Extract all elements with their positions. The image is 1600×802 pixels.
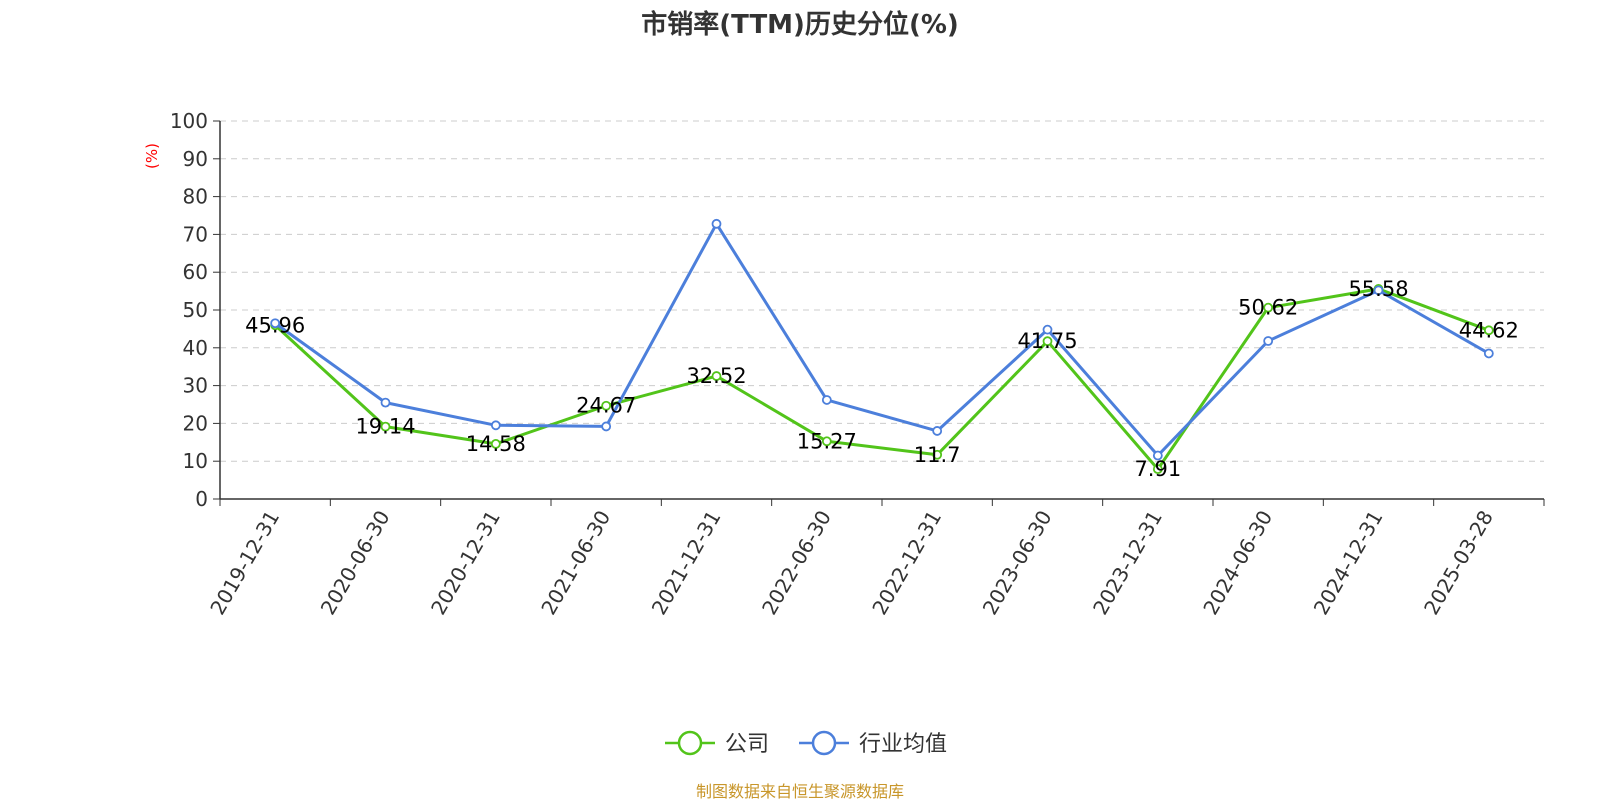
data-point[interactable] — [1483, 325, 1494, 336]
source-note: 制图数据来自恒生聚源数据库 — [695, 782, 904, 801]
data-point[interactable] — [1483, 348, 1494, 359]
data-point[interactable] — [601, 400, 612, 411]
legend-label: 公司 — [725, 732, 769, 757]
data-point[interactable] — [1042, 336, 1053, 347]
series-line-company — [274, 287, 1490, 471]
x-tick-label: 2022-12-31 — [867, 506, 946, 619]
data-label: 45.96 — [245, 313, 305, 337]
data-label: 14.58 — [466, 432, 526, 456]
data-label: 24.67 — [576, 394, 636, 418]
x-tick-label: 2024-06-30 — [1198, 506, 1277, 619]
y-tick-label: 10 — [183, 449, 208, 473]
data-label: 7.91 — [1134, 457, 1181, 481]
data-point[interactable] — [711, 371, 722, 381]
y-tick-label: 20 — [183, 411, 208, 435]
data-point[interactable] — [380, 397, 391, 408]
x-tick-label: 2025-03-28 — [1419, 506, 1498, 619]
legend-label: 行业均值 — [859, 732, 947, 757]
data-point[interactable] — [1042, 324, 1053, 335]
data-point[interactable] — [270, 318, 281, 329]
data-label: 50.62 — [1238, 296, 1298, 320]
series-line-industry — [274, 222, 1490, 458]
legend-item-industry[interactable]: 行业均值 — [799, 730, 947, 757]
gridlines — [220, 120, 1544, 462]
series — [270, 218, 1494, 475]
data-label: 32.52 — [686, 364, 746, 388]
data-point[interactable] — [1373, 285, 1384, 296]
y-tick-label: 80 — [183, 185, 208, 209]
data-label: 41.75 — [1017, 329, 1077, 353]
x-tick-label: 2019-12-31 — [205, 506, 284, 619]
legend-item-company[interactable]: 公司 — [665, 730, 769, 757]
y-tick-label: 90 — [183, 147, 208, 171]
x-tick-label: 2024-12-31 — [1309, 506, 1388, 619]
data-point[interactable] — [1263, 302, 1274, 313]
data-point[interactable] — [1152, 464, 1163, 475]
data-point[interactable] — [932, 449, 943, 460]
y-axis-unit-label: (%) — [143, 143, 161, 169]
x-tick-label: 2020-06-30 — [316, 506, 395, 619]
data-point[interactable] — [821, 395, 832, 405]
data-point[interactable] — [601, 421, 612, 432]
data-point[interactable] — [821, 436, 832, 447]
y-tick-label: 40 — [183, 336, 208, 360]
data-label: 55.58 — [1348, 277, 1408, 301]
x-tick-label: 2023-12-31 — [1088, 506, 1167, 619]
y-tick-label: 70 — [183, 222, 208, 246]
data-point[interactable] — [932, 426, 943, 436]
x-tick-label: 2021-06-30 — [536, 506, 615, 619]
data-point[interactable] — [711, 218, 722, 229]
legend[interactable]: 公司 行业均值 — [665, 730, 947, 757]
y-tick-label: 60 — [183, 260, 208, 284]
data-label: 44.62 — [1459, 318, 1519, 342]
legend-marker-icon — [811, 730, 837, 756]
data-labels: 45.96 19.14 14.58 24.67 32.52 15.27 11.7 41.75 7… — [245, 277, 1519, 481]
x-tick-label: 2023-06-30 — [978, 506, 1057, 619]
y-tick-label: 50 — [183, 298, 208, 322]
data-point[interactable] — [490, 438, 501, 449]
data-label: 11.7 — [914, 443, 961, 467]
axes: 0 10 20 30 40 50 60 70 80 90 100 2019-12-31 2020-06-… — [170, 109, 1545, 619]
y-tick-label: 30 — [183, 374, 208, 398]
y-tick-label: 0 — [195, 487, 208, 511]
legend-marker-icon — [677, 730, 703, 756]
data-point[interactable] — [490, 420, 501, 431]
data-point[interactable] — [1263, 336, 1274, 346]
y-tick-label: 100 — [170, 109, 208, 133]
x-tick-label: 2020-12-31 — [426, 506, 505, 619]
x-tick-label: 2022-06-30 — [757, 506, 836, 619]
data-point[interactable] — [1152, 450, 1163, 461]
data-point[interactable] — [380, 421, 391, 432]
chart-title: 市销率(TTM)历史分位(%) — [641, 10, 959, 40]
data-label: 19.14 — [355, 415, 415, 439]
data-label: 15.27 — [797, 429, 857, 453]
x-tick-label: 2021-12-31 — [647, 506, 726, 619]
